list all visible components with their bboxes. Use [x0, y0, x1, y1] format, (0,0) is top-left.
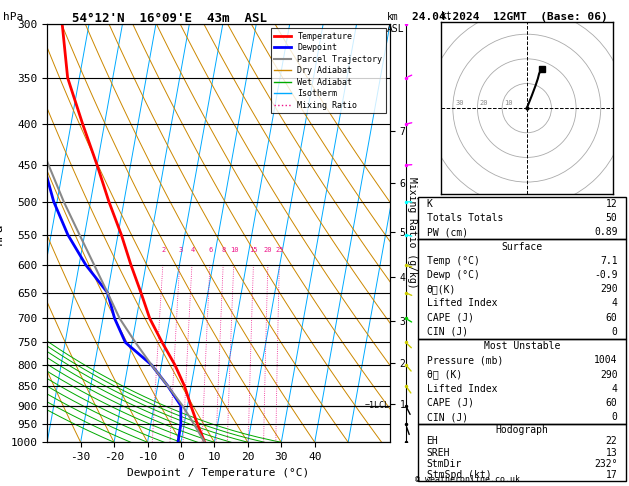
Text: 232°: 232°	[594, 459, 618, 469]
Text: 3: 3	[178, 247, 182, 253]
Text: 22: 22	[606, 436, 618, 446]
Text: 15: 15	[250, 247, 258, 253]
Text: 54°12'N  16°09'E  43m  ASL: 54°12'N 16°09'E 43m ASL	[72, 12, 267, 25]
Text: 1004: 1004	[594, 355, 618, 365]
Text: 20: 20	[264, 247, 272, 253]
Text: Surface: Surface	[501, 242, 543, 252]
Text: StmSpd (kt): StmSpd (kt)	[426, 470, 491, 481]
Y-axis label: Mixing Ratio (g/kg): Mixing Ratio (g/kg)	[407, 177, 416, 289]
Text: hPa: hPa	[3, 12, 23, 22]
Y-axis label: hPa: hPa	[0, 222, 5, 244]
Text: Lifted Index: Lifted Index	[426, 298, 497, 309]
Text: 2: 2	[162, 247, 165, 253]
Text: 7.1: 7.1	[600, 256, 618, 266]
Text: EH: EH	[426, 436, 438, 446]
Text: PW (cm): PW (cm)	[426, 227, 468, 237]
X-axis label: Dewpoint / Temperature (°C): Dewpoint / Temperature (°C)	[128, 468, 309, 478]
Text: θᴇ(K): θᴇ(K)	[426, 284, 456, 294]
Text: =1LCL: =1LCL	[365, 401, 389, 410]
Text: SREH: SREH	[426, 448, 450, 458]
Legend: Temperature, Dewpoint, Parcel Trajectory, Dry Adiabat, Wet Adiabat, Isotherm, Mi: Temperature, Dewpoint, Parcel Trajectory…	[271, 29, 386, 113]
Text: 30: 30	[455, 100, 464, 105]
Bar	[418, 424, 626, 481]
Text: 0.89: 0.89	[594, 227, 618, 237]
Text: 290: 290	[600, 369, 618, 380]
Bar	[418, 339, 626, 424]
Text: CAPE (J): CAPE (J)	[426, 398, 474, 408]
Text: 0: 0	[611, 327, 618, 337]
Text: 4: 4	[611, 298, 618, 309]
Text: Pressure (mb): Pressure (mb)	[426, 355, 503, 365]
Text: 24.04.2024  12GMT  (Base: 06): 24.04.2024 12GMT (Base: 06)	[412, 12, 608, 22]
Text: 25: 25	[276, 247, 284, 253]
Text: 10: 10	[230, 247, 238, 253]
Text: kt: kt	[440, 11, 452, 21]
Text: 50: 50	[606, 213, 618, 223]
Text: km
ASL: km ASL	[387, 12, 404, 34]
Text: Temp (°C): Temp (°C)	[426, 256, 479, 266]
Bar	[418, 197, 626, 240]
Text: 20: 20	[480, 100, 489, 105]
Text: CAPE (J): CAPE (J)	[426, 312, 474, 323]
Text: 4: 4	[611, 384, 618, 394]
Text: Dewp (°C): Dewp (°C)	[426, 270, 479, 280]
Text: 60: 60	[606, 312, 618, 323]
Text: CIN (J): CIN (J)	[426, 327, 468, 337]
Text: 12: 12	[606, 199, 618, 209]
Text: K: K	[426, 199, 433, 209]
Bar	[418, 240, 626, 339]
Text: 60: 60	[606, 398, 618, 408]
Text: CIN (J): CIN (J)	[426, 412, 468, 422]
Text: -0.9: -0.9	[594, 270, 618, 280]
Text: 4: 4	[191, 247, 195, 253]
Text: Most Unstable: Most Unstable	[484, 341, 560, 351]
Text: 10: 10	[504, 100, 513, 105]
Text: Lifted Index: Lifted Index	[426, 384, 497, 394]
Text: 0: 0	[611, 412, 618, 422]
Text: © weatheronline.co.uk: © weatheronline.co.uk	[415, 474, 520, 484]
Text: StmDir: StmDir	[426, 459, 462, 469]
Text: 290: 290	[600, 284, 618, 294]
Text: 17: 17	[606, 470, 618, 481]
Text: Totals Totals: Totals Totals	[426, 213, 503, 223]
Text: θᴇ (K): θᴇ (K)	[426, 369, 462, 380]
Text: 8: 8	[221, 247, 226, 253]
Text: 13: 13	[606, 448, 618, 458]
Text: Hodograph: Hodograph	[496, 425, 548, 435]
Text: 6: 6	[208, 247, 213, 253]
